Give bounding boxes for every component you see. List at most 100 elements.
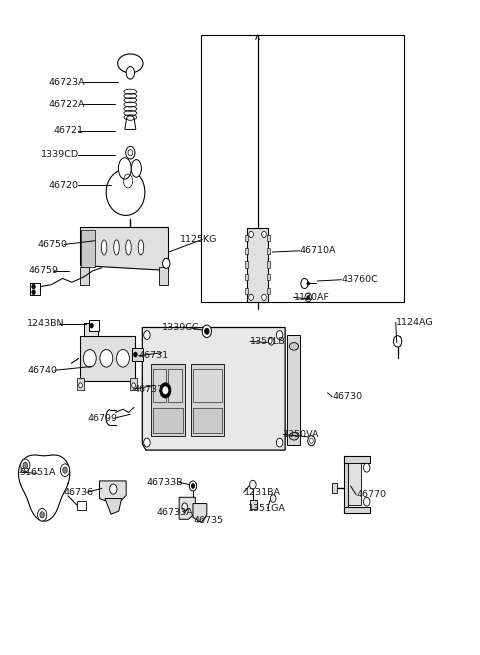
Text: 1125KG: 1125KG — [180, 235, 217, 244]
Ellipse shape — [126, 67, 134, 79]
Circle shape — [270, 495, 276, 502]
Text: 1120AF: 1120AF — [293, 293, 329, 302]
Circle shape — [79, 383, 83, 388]
Circle shape — [394, 335, 402, 347]
Bar — [332, 483, 337, 493]
Circle shape — [363, 463, 370, 472]
Circle shape — [262, 231, 266, 238]
Ellipse shape — [114, 240, 119, 255]
Text: 46799: 46799 — [87, 413, 117, 422]
Bar — [81, 230, 95, 267]
Bar — [77, 501, 85, 510]
Text: 1339CD: 1339CD — [41, 150, 79, 159]
Text: 1351GA: 1351GA — [248, 504, 286, 513]
Text: 1350VA: 1350VA — [283, 430, 320, 439]
Bar — [267, 261, 270, 268]
Ellipse shape — [118, 54, 143, 73]
Circle shape — [249, 231, 253, 238]
Text: 46735: 46735 — [194, 516, 224, 525]
Circle shape — [144, 331, 150, 339]
Circle shape — [40, 512, 45, 518]
Text: 46710A: 46710A — [300, 246, 336, 255]
Bar — [131, 378, 137, 390]
Bar — [89, 320, 99, 331]
Polygon shape — [201, 35, 404, 303]
Bar — [245, 261, 248, 268]
Bar — [344, 457, 371, 462]
Ellipse shape — [289, 432, 299, 440]
Bar — [191, 364, 224, 436]
Bar — [344, 457, 348, 513]
Bar — [245, 235, 248, 241]
Circle shape — [160, 383, 171, 398]
Text: 43760C: 43760C — [341, 275, 378, 284]
Text: 46731: 46731 — [139, 351, 169, 360]
Text: 46721: 46721 — [53, 126, 84, 135]
Ellipse shape — [89, 240, 95, 255]
Circle shape — [90, 323, 94, 328]
Circle shape — [117, 350, 130, 367]
Bar — [30, 284, 40, 295]
Ellipse shape — [138, 240, 144, 255]
Bar — [267, 288, 270, 294]
Bar — [151, 364, 185, 436]
Circle shape — [144, 438, 150, 447]
Circle shape — [307, 282, 310, 286]
Ellipse shape — [126, 240, 131, 255]
Polygon shape — [142, 328, 285, 450]
Ellipse shape — [131, 160, 142, 178]
Text: 46722A: 46722A — [49, 100, 85, 109]
Text: 46720: 46720 — [49, 181, 79, 190]
Text: 1243BN: 1243BN — [27, 319, 65, 328]
Circle shape — [191, 483, 195, 489]
Circle shape — [307, 295, 310, 299]
Bar — [250, 500, 257, 508]
Bar — [193, 408, 222, 433]
Circle shape — [60, 464, 70, 476]
Text: 46730: 46730 — [332, 392, 362, 401]
Circle shape — [305, 293, 312, 302]
Circle shape — [21, 459, 30, 472]
Text: 46733B: 46733B — [147, 477, 183, 487]
Polygon shape — [125, 118, 136, 130]
Circle shape — [32, 290, 36, 295]
Text: 91651A: 91651A — [20, 468, 56, 477]
Bar — [245, 274, 248, 280]
Circle shape — [23, 462, 27, 468]
Bar — [153, 369, 166, 402]
Text: 46737: 46737 — [133, 384, 163, 394]
Text: 1231BA: 1231BA — [244, 488, 281, 496]
Ellipse shape — [101, 240, 107, 255]
Circle shape — [202, 325, 211, 337]
Bar — [84, 323, 98, 335]
Bar — [247, 228, 268, 303]
Polygon shape — [106, 169, 145, 215]
Circle shape — [249, 294, 253, 301]
Bar — [288, 335, 300, 445]
Circle shape — [250, 480, 256, 489]
Circle shape — [308, 436, 315, 445]
Polygon shape — [99, 481, 126, 505]
Bar — [245, 248, 248, 254]
Circle shape — [189, 481, 197, 491]
Polygon shape — [179, 497, 195, 519]
Circle shape — [163, 258, 170, 269]
Ellipse shape — [119, 158, 131, 179]
Circle shape — [269, 337, 274, 345]
Ellipse shape — [289, 343, 299, 350]
Circle shape — [204, 328, 209, 335]
Polygon shape — [193, 504, 207, 523]
Circle shape — [128, 149, 132, 156]
Circle shape — [310, 438, 313, 443]
Polygon shape — [105, 498, 121, 514]
Circle shape — [262, 294, 266, 301]
Text: 1339CC: 1339CC — [162, 323, 199, 332]
Circle shape — [276, 331, 283, 339]
Circle shape — [132, 383, 135, 388]
Text: 46759: 46759 — [28, 267, 58, 275]
Text: 46770: 46770 — [356, 490, 386, 499]
Text: 1350LB: 1350LB — [250, 337, 286, 346]
Bar — [77, 378, 84, 390]
Text: 46740: 46740 — [27, 365, 57, 375]
Text: 46723A: 46723A — [49, 78, 85, 86]
